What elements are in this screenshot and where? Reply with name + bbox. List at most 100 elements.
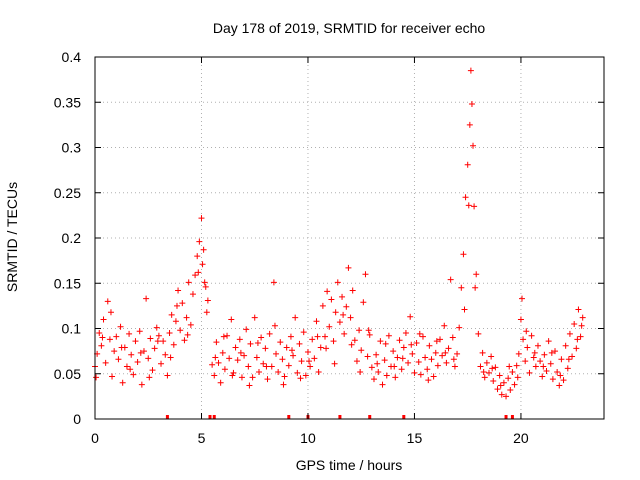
data-point <box>560 377 567 384</box>
data-point <box>445 345 452 352</box>
data-point <box>443 359 450 366</box>
data-point <box>154 338 161 345</box>
data-point <box>173 302 180 309</box>
data-point <box>409 350 416 357</box>
data-point <box>483 359 490 366</box>
data-point <box>203 309 210 316</box>
data-point <box>405 359 412 366</box>
data-point <box>115 356 122 363</box>
data-point <box>221 366 228 373</box>
data-point <box>417 371 424 378</box>
data-point <box>277 339 284 346</box>
data-point <box>564 365 571 372</box>
data-point <box>492 364 499 371</box>
axis-ticks: 0 5 10 15 20 0 0.05 0.1 0.15 0.2 0.25 0.3 0.35 0.4 <box>54 49 604 446</box>
data-point <box>391 363 398 370</box>
data-point <box>360 299 367 306</box>
data-point <box>189 291 196 298</box>
data-point <box>151 345 158 352</box>
data-point <box>426 342 433 349</box>
zero-marker <box>208 415 212 419</box>
data-point <box>475 330 482 337</box>
data-point <box>187 321 194 328</box>
data-point <box>341 330 348 337</box>
data-point <box>336 319 343 326</box>
data-point <box>577 333 584 340</box>
data-point <box>454 350 461 357</box>
data-point <box>339 293 346 300</box>
data-point <box>379 381 386 388</box>
data-point <box>506 363 513 370</box>
data-point <box>558 356 565 363</box>
data-point <box>119 379 126 386</box>
data-point <box>353 358 360 365</box>
data-point <box>266 330 273 337</box>
data-point <box>238 374 245 381</box>
y-tick-label: 0 <box>73 411 81 427</box>
data-point <box>351 337 358 344</box>
y-tick-label: 0.25 <box>54 185 81 201</box>
data-point <box>109 373 116 380</box>
data-point <box>145 355 152 362</box>
data-point <box>531 349 538 356</box>
data-point <box>396 337 403 344</box>
data-point <box>313 318 320 325</box>
data-point <box>175 287 182 294</box>
data-point <box>184 331 191 338</box>
data-point <box>480 368 487 375</box>
data-point <box>373 351 380 358</box>
data-point <box>557 372 564 379</box>
data-point <box>179 300 186 307</box>
data-point <box>390 348 397 355</box>
data-point <box>364 353 371 360</box>
data-point <box>166 330 173 337</box>
data-point <box>472 284 479 291</box>
data-point <box>574 336 581 343</box>
data-point <box>199 261 206 268</box>
data-point <box>382 340 389 347</box>
data-point <box>534 342 541 349</box>
data-point <box>513 362 520 369</box>
data-point <box>251 314 258 321</box>
data-point <box>497 382 504 389</box>
x-tick-label: 5 <box>198 430 206 446</box>
data-point <box>170 341 177 348</box>
data-point <box>217 379 224 386</box>
data-point <box>311 355 318 362</box>
data-point <box>450 356 457 363</box>
data-point <box>343 303 350 310</box>
x-tick-label: 15 <box>407 430 423 446</box>
data-point <box>102 359 109 366</box>
data-point <box>515 350 522 357</box>
data-point <box>98 342 105 349</box>
data-point <box>224 332 231 339</box>
data-point <box>113 333 120 340</box>
data-point <box>160 338 167 345</box>
data-point <box>451 363 458 370</box>
data-point <box>434 362 441 369</box>
data-point <box>309 336 316 343</box>
data-point <box>462 194 469 201</box>
y-tick-label: 0.2 <box>62 230 82 246</box>
data-point <box>315 368 322 375</box>
data-point <box>541 351 548 358</box>
data-point <box>490 377 497 384</box>
data-point <box>297 375 304 382</box>
data-point <box>556 382 563 389</box>
data-point <box>415 358 422 365</box>
data-point <box>402 330 409 337</box>
data-point <box>270 279 277 286</box>
data-point <box>230 369 237 376</box>
data-point <box>281 373 288 380</box>
data-point <box>198 215 205 222</box>
data-point <box>271 322 278 329</box>
data-point <box>554 368 561 375</box>
data-point <box>503 393 510 400</box>
data-point <box>473 271 480 278</box>
zero-marker <box>402 415 406 419</box>
data-point <box>155 332 162 339</box>
data-point <box>262 345 269 352</box>
data-point <box>117 323 124 330</box>
data-point <box>149 367 156 374</box>
x-axis-label: GPS time / hours <box>296 457 403 473</box>
